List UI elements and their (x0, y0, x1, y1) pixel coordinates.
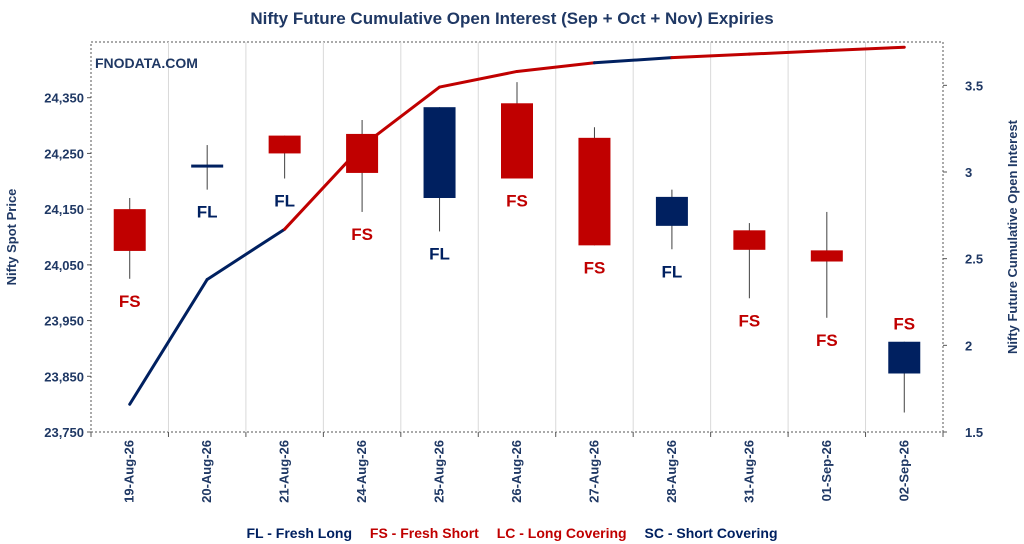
right-axis-tick-label: 2 (965, 338, 972, 353)
chart-title: Nifty Future Cumulative Open Interest (S… (250, 9, 773, 28)
open-interest-segment (747, 49, 829, 56)
right-axis-tick-label: 3.5 (965, 78, 983, 93)
candle-body (578, 137, 611, 246)
candle-body (191, 164, 224, 168)
left-axis-tick-label: 24,050 (44, 258, 84, 273)
open-interest-segment (592, 56, 674, 65)
legend-item-fresh-long: FL - Fresh Long (247, 525, 353, 541)
open-interest-segment (128, 277, 209, 406)
legend: FL - Fresh Long FS - Fresh Short LC - Lo… (247, 525, 778, 541)
x-axis-tick-label: 31-Aug-26 (741, 440, 756, 503)
signal-label: FL (197, 203, 218, 222)
open-interest-segment (670, 52, 751, 60)
right-axis-tick-label: 1.5 (965, 425, 983, 440)
x-axis-tick-label: 28-Aug-26 (664, 440, 679, 503)
signal-label: FL (429, 244, 450, 263)
x-axis-tick-label: 24-Aug-26 (354, 440, 369, 503)
x-axis-tick-label: 20-Aug-26 (199, 440, 214, 503)
left-y-axis: 23,750 23,850 23,950 24,050 24,150 24,250 24,3… (44, 91, 91, 440)
open-interest-segment (515, 61, 596, 73)
candle-body (501, 103, 533, 179)
left-axis-tick-label: 24,150 (44, 202, 84, 217)
signal-label: FS (816, 331, 838, 350)
signal-label: FL (274, 192, 295, 211)
signal-label: FS (584, 258, 606, 277)
signal-label: FS (893, 315, 915, 334)
right-y-axis: 1.5 2 2.5 3 3.5 (943, 78, 983, 440)
signal-label: FL (662, 262, 683, 281)
signal-labels: FS FL FL FS FL FS FS FL FS FS FS (119, 192, 915, 350)
open-interest-segment (360, 85, 442, 148)
vertical-gridlines (167, 42, 867, 432)
x-axis-tick-label: 19-Aug-26 (122, 440, 137, 503)
signal-label: FS (351, 225, 373, 244)
open-interest-segment (283, 144, 364, 231)
x-axis-tick-label: 25-Aug-26 (432, 440, 447, 503)
right-axis-title: Nifty Future Cumulative Open Interest (1005, 119, 1020, 354)
signal-label: FS (506, 192, 528, 211)
open-interest-segment (438, 69, 519, 89)
candlestick-series (113, 82, 921, 413)
legend-item-fresh-short: FS - Fresh Short (370, 525, 479, 541)
x-axis-tick-label: 21-Aug-26 (277, 440, 292, 503)
left-axis-tick-label: 23,850 (44, 369, 84, 384)
candle-body (346, 133, 379, 173)
candle-body (655, 196, 688, 226)
candle-body (423, 107, 456, 198)
watermark: FNODATA.COM (95, 55, 198, 71)
x-axis-tick-label: 27-Aug-26 (586, 440, 601, 503)
right-axis-tick-label: 3 (965, 165, 972, 180)
candle-body (888, 341, 921, 374)
candle-body (810, 250, 843, 262)
x-axis-tick-label: 26-Aug-26 (509, 440, 524, 503)
left-axis-tick-label: 23,750 (44, 425, 84, 440)
plot-area-border (90, 41, 944, 433)
candle-body (113, 209, 146, 251)
left-axis-tick-label: 23,950 (44, 314, 84, 329)
x-axis-tick-label: 01-Sep-26 (819, 440, 834, 501)
signal-label: FS (738, 311, 760, 330)
candle-body (733, 230, 766, 250)
legend-item-long-covering: LC - Long Covering (497, 525, 627, 541)
left-axis-tick-label: 24,350 (44, 91, 84, 106)
legend-item-short-covering: SC - Short Covering (644, 525, 777, 541)
open-interest-line (128, 45, 906, 406)
open-interest-segment (205, 227, 287, 281)
x-axis: 19-Aug-26 20-Aug-26 21-Aug-26 24-Aug-26 25-A… (90, 432, 944, 503)
signal-label: FS (119, 292, 141, 311)
left-axis-title: Nifty Spot Price (4, 189, 19, 286)
open-interest-segment (825, 45, 906, 53)
candle-body (268, 135, 301, 154)
left-axis-tick-label: 24,250 (44, 146, 84, 161)
x-axis-tick-label: 02-Sep-26 (896, 440, 911, 501)
right-axis-tick-label: 2.5 (965, 252, 983, 267)
